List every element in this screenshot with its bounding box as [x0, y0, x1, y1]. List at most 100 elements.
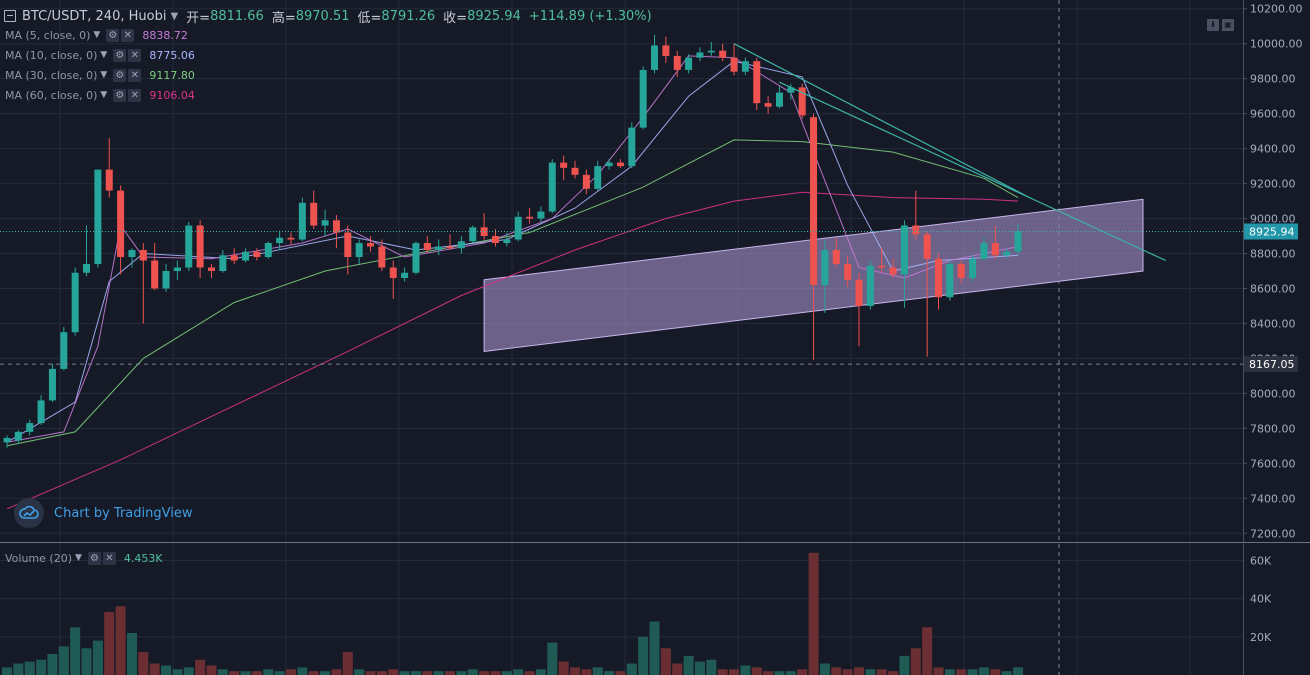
- candle-body: [935, 258, 943, 298]
- candle-body: [764, 103, 772, 107]
- chevron-down-icon[interactable]: ▼: [100, 50, 108, 60]
- volume-bar: [126, 633, 137, 675]
- chevron-down-icon[interactable]: ▼: [170, 10, 179, 22]
- settings-icon[interactable]: ⚙: [113, 68, 127, 82]
- volume-bar: [956, 669, 967, 675]
- candle-body: [128, 250, 136, 258]
- candle-body: [139, 250, 147, 261]
- volume-bar: [410, 671, 421, 675]
- volume-bar: [751, 667, 762, 675]
- price-axis[interactable]: 10200.00 10000.00 9800.00 9600.00 9400.00 920…: [1243, 0, 1303, 675]
- indicator-row-ma60: MA (60, close, 0) ▼ ⚙ ✕ 9106.04: [5, 86, 195, 104]
- trendlines[interactable]: [733, 43, 1166, 262]
- candle-body: [798, 87, 806, 116]
- collapse-icon[interactable]: [4, 10, 16, 22]
- volume-tick-label: 40K: [1250, 593, 1272, 606]
- chevron-down-icon[interactable]: ▼: [93, 30, 101, 40]
- volume-bar: [501, 671, 512, 675]
- close-label: 收=: [443, 10, 468, 26]
- settings-icon[interactable]: ⚙: [113, 48, 127, 62]
- candle-body: [219, 255, 227, 271]
- volume-bar: [706, 659, 717, 675]
- candle-body: [3, 437, 11, 443]
- close-icon[interactable]: ✕: [128, 48, 142, 62]
- candle-body: [821, 250, 829, 285]
- symbol-label[interactable]: BTC/USDT, 240, Huobi: [22, 8, 167, 24]
- volume-bar: [683, 655, 694, 675]
- candle-body: [775, 92, 783, 107]
- candle-body: [605, 162, 613, 167]
- volume-bar: [978, 667, 989, 675]
- candle-body: [287, 237, 295, 240]
- high-value: 8970.51: [295, 8, 350, 24]
- settings-icon[interactable]: ⚙: [87, 551, 101, 565]
- maximize-icon[interactable]: ▣: [1222, 19, 1234, 31]
- candle-body: [412, 243, 420, 273]
- indicator-label[interactable]: MA (5, close, 0): [5, 28, 91, 42]
- indicator-label[interactable]: MA (60, close, 0): [5, 88, 98, 102]
- volume-bar: [229, 671, 240, 675]
- change-value: +114.89 (+1.30%): [528, 8, 652, 24]
- candle-body: [173, 267, 181, 271]
- volume-bar: [47, 654, 58, 675]
- price-tick-label: 8800.00: [1250, 248, 1296, 261]
- volume-bar: [729, 669, 740, 675]
- chevron-down-icon[interactable]: ▼: [100, 90, 108, 100]
- current-price-tag: [1244, 223, 1298, 240]
- indicator-value: 9117.80: [149, 68, 195, 82]
- volume-bar: [649, 621, 660, 675]
- candle-body: [491, 236, 499, 244]
- volume-tick-label: 20K: [1250, 631, 1272, 644]
- low-label: 低=: [357, 10, 382, 26]
- candle-body: [37, 400, 45, 424]
- volume-bar: [274, 671, 285, 675]
- volume-bar: [376, 671, 387, 675]
- indicator-row-ma30: MA (30, close, 0) ▼ ⚙ ✕ 9117.80: [5, 66, 195, 84]
- price-tick-label: 10200.00: [1250, 3, 1303, 16]
- candle-body: [253, 251, 261, 258]
- candle-body: [514, 216, 522, 240]
- indicator-value: 9106.04: [149, 88, 195, 102]
- volume-bar: [547, 642, 558, 675]
- indicator-label[interactable]: Volume (20): [5, 551, 72, 565]
- candle-body: [741, 61, 749, 72]
- volume-bar: [183, 667, 194, 675]
- volume-bar: [694, 661, 705, 675]
- candle-body: [832, 250, 840, 265]
- volume-bar: [365, 671, 376, 675]
- chevron-down-icon[interactable]: ▼: [100, 70, 108, 80]
- close-icon[interactable]: ✕: [128, 68, 142, 82]
- volume-bar: [115, 606, 126, 675]
- volume-bar: [217, 669, 228, 675]
- candle-body: [230, 255, 238, 261]
- move-down-icon[interactable]: ⬇: [1207, 19, 1219, 31]
- candle-body: [1014, 231, 1022, 252]
- indicator-label[interactable]: MA (10, close, 0): [5, 48, 98, 62]
- volume-bar: [876, 669, 887, 675]
- chevron-down-icon[interactable]: ▼: [75, 553, 82, 563]
- candle-body: [367, 243, 375, 247]
- tradingview-watermark[interactable]: Chart by TradingView: [14, 498, 192, 528]
- volume-bar: [797, 669, 808, 675]
- candle-body: [276, 237, 284, 244]
- close-icon[interactable]: ✕: [102, 551, 116, 565]
- settings-icon[interactable]: ⚙: [106, 28, 120, 42]
- ma5-line: [6, 55, 1019, 443]
- price-tick-label: 8400.00: [1250, 317, 1296, 330]
- settings-icon[interactable]: ⚙: [113, 88, 127, 102]
- candle-body: [946, 264, 954, 298]
- candle-body: [207, 267, 215, 271]
- indicator-label[interactable]: MA (30, close, 0): [5, 68, 98, 82]
- volume-bar: [933, 667, 944, 675]
- moving-average-lines: [6, 55, 1019, 510]
- candle-body: [83, 264, 91, 273]
- close-icon[interactable]: ✕: [128, 88, 142, 102]
- volume-bar: [865, 669, 876, 675]
- candle-body: [196, 225, 204, 268]
- volume-bar: [70, 627, 81, 675]
- close-value: 8925.94: [467, 8, 521, 24]
- volume-bar: [422, 671, 433, 675]
- indicator-value: 4.453K: [123, 551, 163, 565]
- close-icon[interactable]: ✕: [121, 28, 135, 42]
